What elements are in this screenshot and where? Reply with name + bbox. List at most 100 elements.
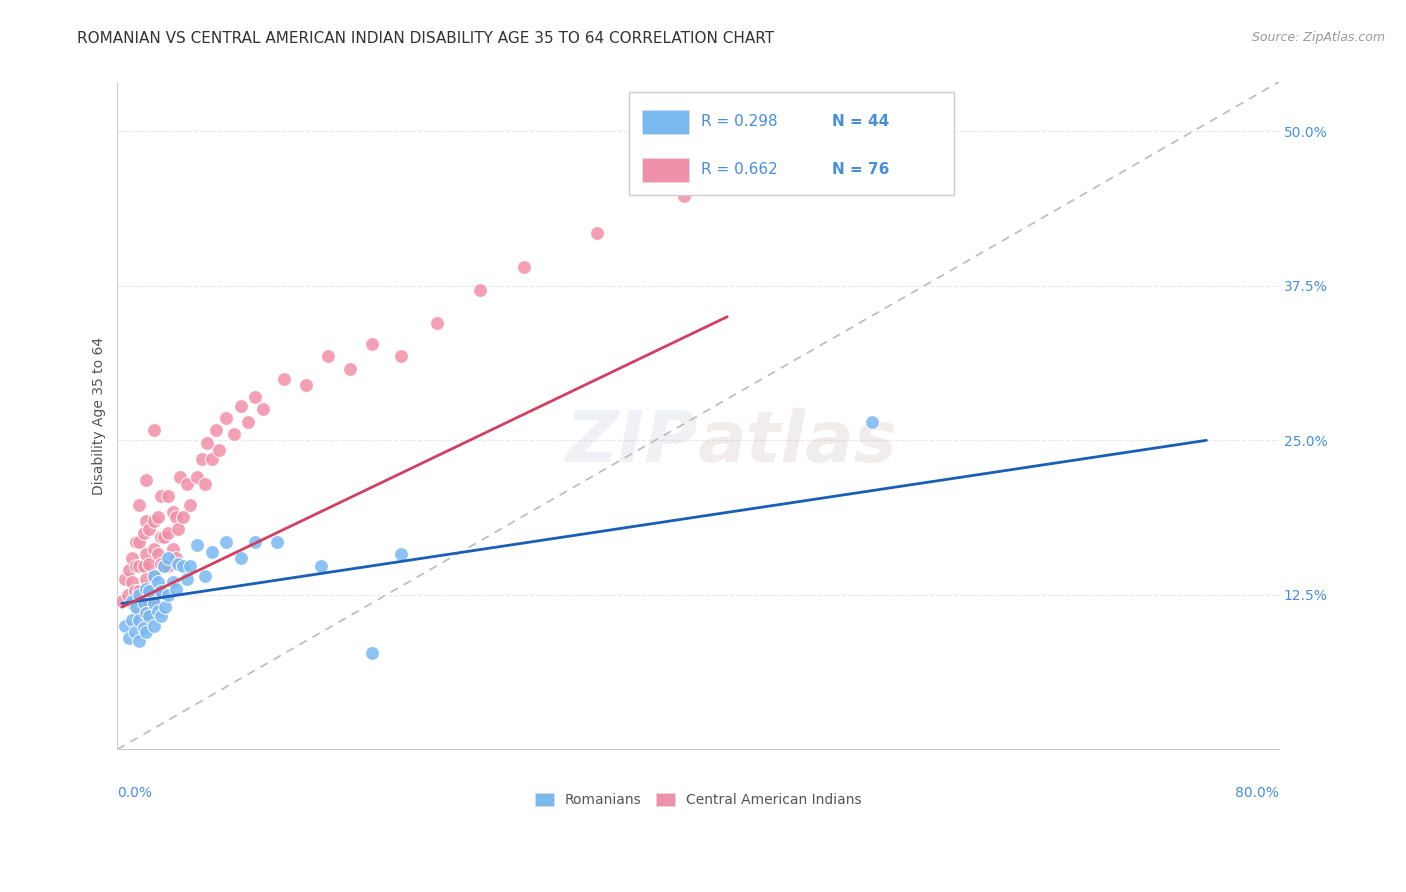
Point	[426, 316, 449, 330]
FancyBboxPatch shape	[643, 158, 689, 182]
Point	[862, 415, 884, 429]
Text: atlas: atlas	[699, 408, 898, 477]
Point	[162, 542, 184, 557]
Point	[138, 522, 160, 536]
Point	[167, 522, 190, 536]
Point	[132, 594, 155, 608]
Text: 0.0%: 0.0%	[118, 786, 152, 800]
Point	[193, 569, 215, 583]
Point	[208, 443, 231, 458]
Point	[121, 597, 143, 611]
Point	[165, 550, 187, 565]
Point	[339, 361, 361, 376]
Point	[229, 399, 252, 413]
Point	[201, 544, 224, 558]
Point	[176, 476, 198, 491]
Point	[128, 584, 150, 599]
Point	[135, 572, 157, 586]
Point	[135, 582, 157, 596]
Point	[155, 600, 177, 615]
Text: ROMANIAN VS CENTRAL AMERICAN INDIAN DISABILITY AGE 35 TO 64 CORRELATION CHART: ROMANIAN VS CENTRAL AMERICAN INDIAN DISA…	[77, 31, 775, 46]
Point	[150, 557, 173, 571]
Point	[150, 584, 173, 599]
Point	[389, 547, 412, 561]
Point	[245, 390, 267, 404]
Point	[245, 534, 267, 549]
Point	[135, 607, 157, 621]
Point	[197, 435, 219, 450]
Point	[157, 588, 180, 602]
Point	[132, 559, 155, 574]
Point	[111, 594, 134, 608]
Point	[142, 597, 165, 611]
Text: Source: ZipAtlas.com: Source: ZipAtlas.com	[1251, 31, 1385, 45]
Point	[513, 260, 536, 275]
Point	[229, 550, 252, 565]
Point	[222, 427, 245, 442]
Point	[132, 526, 155, 541]
Point	[132, 597, 155, 611]
Point	[252, 402, 274, 417]
Point	[172, 510, 194, 524]
Point	[205, 424, 228, 438]
Point	[162, 575, 184, 590]
Point	[273, 371, 295, 385]
Point	[150, 584, 173, 599]
Point	[157, 550, 180, 565]
Point	[138, 557, 160, 571]
Point	[389, 349, 412, 363]
Point	[153, 530, 176, 544]
Point	[142, 514, 165, 528]
Point	[121, 613, 143, 627]
Point	[201, 451, 224, 466]
Point	[135, 473, 157, 487]
Point	[186, 538, 208, 552]
Point	[146, 547, 169, 561]
Point	[470, 283, 492, 297]
Point	[360, 337, 382, 351]
Point	[585, 226, 607, 240]
Point	[125, 534, 148, 549]
Point	[125, 559, 148, 574]
Point	[193, 476, 215, 491]
Point	[169, 470, 191, 484]
Point	[124, 624, 146, 639]
Point	[179, 498, 201, 512]
Point	[360, 646, 382, 660]
Point	[146, 575, 169, 590]
FancyBboxPatch shape	[643, 110, 689, 134]
Point	[179, 559, 201, 574]
Text: ZIP: ZIP	[567, 408, 699, 477]
Point	[124, 584, 146, 599]
Text: R = 0.298: R = 0.298	[700, 114, 778, 129]
Point	[146, 604, 169, 618]
Point	[121, 594, 143, 608]
Point	[157, 526, 180, 541]
Point	[266, 534, 288, 549]
Point	[128, 498, 150, 512]
Point	[142, 597, 165, 611]
Point	[135, 547, 157, 561]
Point	[128, 534, 150, 549]
Point	[128, 633, 150, 648]
Point	[142, 542, 165, 557]
Point	[138, 584, 160, 599]
Point	[138, 608, 160, 623]
Point	[165, 510, 187, 524]
Point	[186, 470, 208, 484]
Point	[142, 569, 165, 583]
Point	[114, 618, 136, 632]
Point	[153, 559, 176, 574]
Point	[128, 588, 150, 602]
Point	[309, 559, 332, 574]
Point	[132, 621, 155, 635]
Point	[176, 572, 198, 586]
Text: 80.0%: 80.0%	[1234, 786, 1279, 800]
Legend: Romanians, Central American Indians: Romanians, Central American Indians	[529, 788, 868, 813]
Point	[135, 597, 157, 611]
Point	[162, 505, 184, 519]
Point	[135, 624, 157, 639]
Point	[157, 489, 180, 503]
Point	[128, 613, 150, 627]
Point	[138, 584, 160, 599]
